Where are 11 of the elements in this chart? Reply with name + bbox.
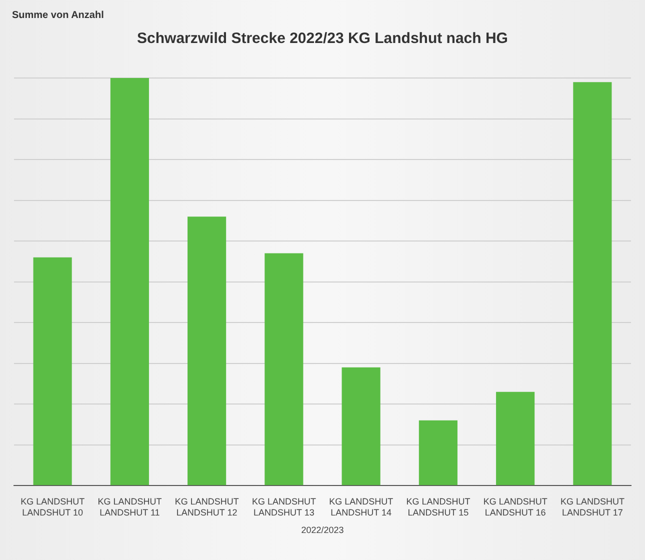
x-tick-label: KG LANDSHUT LANDSHUT 11 bbox=[98, 496, 162, 518]
x-axis-title: 2022/2023 bbox=[301, 525, 344, 536]
text: Summe von Anzahl bbox=[12, 10, 104, 21]
x-tick-label: KG LANDSHUT LANDSHUT 17 bbox=[560, 496, 625, 518]
x-tick-label: KG LANDSHUT LANDSHUT 13 bbox=[252, 496, 316, 518]
x-tick-label: KG LANDSHUT LANDSHUT 14 bbox=[329, 496, 394, 518]
x-tick-label: KG LANDSHUT LANDSHUT 12 bbox=[174, 496, 240, 518]
x-tick-label: KG LANDSHUT LANDSHUT 15 bbox=[406, 496, 471, 518]
x-tick-label: KG LANDSHUT LANDSHUT 16 bbox=[483, 496, 548, 518]
x-tick-label: KG LANDSHUT LANDSHUT 10 bbox=[20, 496, 86, 518]
chart-title: Schwarzwild Strecke 2022/23 KG Landshut nach HG bbox=[137, 30, 508, 48]
